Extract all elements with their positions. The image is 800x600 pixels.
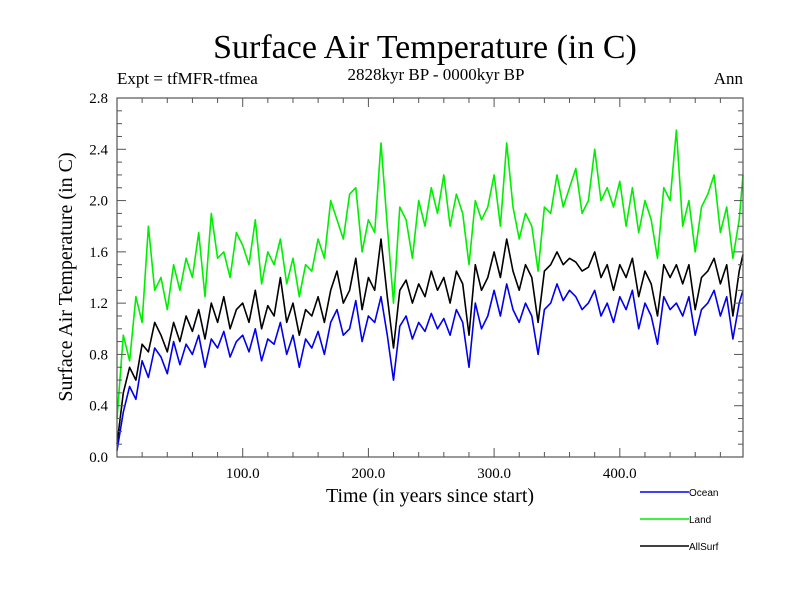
y-tick-label: 2.8 bbox=[89, 91, 108, 107]
series-line-land bbox=[116, 129, 744, 419]
y-tick-label: 2.0 bbox=[89, 194, 108, 210]
legend-label-allsurf: AllSurf bbox=[689, 542, 719, 553]
series-layer bbox=[116, 129, 744, 451]
y-tick-label: 0.0 bbox=[89, 450, 108, 466]
y-tick-label: 0.4 bbox=[89, 399, 108, 415]
legend-label-land: Land bbox=[689, 515, 711, 526]
y-tick-label: 1.6 bbox=[89, 245, 108, 261]
y-tick-labels: 0.0 0.4 0.8 1.2 1.6 2.0 2.4 2.8 bbox=[89, 91, 108, 466]
y-tick-label: 0.8 bbox=[89, 347, 108, 363]
x-axis-label: Time (in years since start) bbox=[326, 485, 534, 507]
axes-layer bbox=[116, 97, 744, 458]
time-range-label: 2828kyr BP - 0000kyr BP bbox=[348, 65, 525, 84]
season-label: Ann bbox=[714, 69, 744, 88]
x-tick-label: 100.0 bbox=[226, 466, 260, 482]
experiment-label: Expt = tfMFR-tfmea bbox=[117, 69, 258, 88]
x-tick-label: 400.0 bbox=[603, 466, 637, 482]
x-tick-labels: 100.0 200.0 300.0 400.0 bbox=[226, 466, 637, 482]
legend: Ocean Land AllSurf bbox=[640, 488, 719, 553]
chart-title: Surface Air Temperature (in C) bbox=[213, 29, 637, 66]
x-tick-label: 300.0 bbox=[477, 466, 511, 482]
series-line-allsurf bbox=[116, 238, 744, 445]
series-line-ocean bbox=[116, 283, 744, 451]
x-tick-label: 200.0 bbox=[352, 466, 386, 482]
y-tick-label: 1.2 bbox=[89, 296, 108, 312]
y-axis-label: Surface Air Temperature (in C) bbox=[55, 152, 77, 401]
y-tick-label: 2.4 bbox=[89, 142, 108, 158]
legend-label-ocean: Ocean bbox=[689, 488, 718, 499]
